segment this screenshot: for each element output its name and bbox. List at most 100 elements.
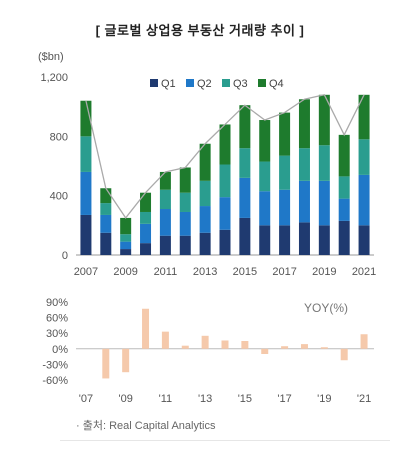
bar-q1 xyxy=(179,235,191,255)
yoy-bar xyxy=(102,348,110,379)
bar-q1 xyxy=(279,225,291,255)
yoy-bar xyxy=(261,348,269,354)
bar-q3 xyxy=(140,211,152,224)
bar-q1 xyxy=(120,249,132,255)
legend-swatch-q3 xyxy=(222,79,230,87)
yoy-y-tick-label: -60% xyxy=(42,375,68,387)
yoy-x-tick-label: '21 xyxy=(357,393,371,405)
bar-q4 xyxy=(120,217,132,235)
y-unit-label: ($bn) xyxy=(38,51,64,63)
yoy-x-tick-label: '09 xyxy=(118,393,132,405)
bar-q3 xyxy=(199,180,211,207)
yoy-x-tick-label: '19 xyxy=(317,393,331,405)
yoy-y-tick-label: 30% xyxy=(46,328,68,340)
bar-q2 xyxy=(279,189,291,226)
bar-q3 xyxy=(159,189,171,210)
x-tick-label: 2011 xyxy=(154,266,178,278)
chart-title: [ 글로벌 상업용 부동산 거래량 추이 ] xyxy=(95,23,305,38)
yoy-bar xyxy=(221,340,229,349)
legend-label-q3: Q3 xyxy=(233,78,248,90)
source-note: · 출처: Real Capital Analytics xyxy=(76,420,216,432)
bar-q4 xyxy=(239,105,251,149)
bar-q2 xyxy=(338,198,350,221)
bar-q3 xyxy=(338,176,350,199)
y-tick-label: 0 xyxy=(62,250,68,262)
bar-q4 xyxy=(179,167,191,193)
bar-q4 xyxy=(318,94,330,146)
bar-q2 xyxy=(159,209,171,236)
yoy-y-tick-label: 0% xyxy=(52,344,68,356)
bar-q4 xyxy=(199,143,211,181)
x-tick-label: 2015 xyxy=(233,266,257,278)
yoy-bar xyxy=(241,341,249,349)
bar-q3 xyxy=(279,155,291,190)
x-tick-label: 2021 xyxy=(352,266,376,278)
bar-q2 xyxy=(298,180,310,223)
bar-q1 xyxy=(338,220,350,255)
yoy-x-tick-label: '17 xyxy=(277,393,291,405)
bar-q1 xyxy=(239,217,251,255)
yoy-x-tick-label: '07 xyxy=(79,393,93,405)
yoy-bar xyxy=(201,335,209,349)
bar-q3 xyxy=(120,234,132,242)
y-tick-label: 1,200 xyxy=(40,72,68,84)
bar-q4 xyxy=(279,112,291,156)
x-tick-label: 2009 xyxy=(113,266,137,278)
bar-q2 xyxy=(179,211,191,236)
bar-q4 xyxy=(219,124,231,165)
yoy-x-tick-label: '11 xyxy=(159,393,173,405)
bar-q1 xyxy=(100,232,112,255)
x-tick-label: 2007 xyxy=(74,266,98,278)
bar-q1 xyxy=(358,225,370,255)
bar-q2 xyxy=(318,180,330,226)
bar-q1 xyxy=(159,235,171,255)
bar-q2 xyxy=(219,197,231,230)
bar-q1 xyxy=(80,214,92,255)
bar-q3 xyxy=(318,145,330,181)
bar-q2 xyxy=(239,177,251,218)
x-tick-label: 2013 xyxy=(193,266,217,278)
y-tick-label: 800 xyxy=(50,131,68,143)
yoy-bar xyxy=(281,346,289,349)
bar-q3 xyxy=(80,136,92,172)
bar-q2 xyxy=(199,206,211,233)
yoy-bar xyxy=(360,334,368,349)
bar-q2 xyxy=(100,214,112,233)
yoy-y-tick-label: -30% xyxy=(42,359,68,371)
bar-q3 xyxy=(358,139,370,175)
yoy-y-tick-label: 90% xyxy=(46,297,68,309)
y-tick-label: 400 xyxy=(50,191,68,203)
legend-label-q4: Q4 xyxy=(269,78,284,90)
yoy-bar xyxy=(181,345,189,349)
bar-q4 xyxy=(100,188,112,204)
total-line xyxy=(85,94,365,220)
bar-q4 xyxy=(80,100,92,137)
legend-swatch-q4 xyxy=(258,79,266,87)
yoy-x-tick-label: '15 xyxy=(238,393,252,405)
bar-q1 xyxy=(298,222,310,255)
bar-q3 xyxy=(179,192,191,212)
yoy-bar xyxy=(300,344,308,349)
yoy-bar xyxy=(122,348,130,373)
bar-q4 xyxy=(338,134,350,177)
legend-label-q2: Q2 xyxy=(197,78,212,90)
bar-q1 xyxy=(318,225,330,255)
bar-q4 xyxy=(159,171,171,190)
stacked-bar-chart: ($bn) 0 400 800 1,200 2007 2009 2011 2013 2015 201… xyxy=(38,51,376,278)
bar-q1 xyxy=(219,229,231,255)
bar-q1 xyxy=(140,243,152,255)
yoy-y-tick-label: 60% xyxy=(46,313,68,325)
bar-q2 xyxy=(120,241,132,250)
bar-q2 xyxy=(80,171,92,215)
bar-q3 xyxy=(259,161,271,192)
bar-q1 xyxy=(259,225,271,255)
bar-q2 xyxy=(358,174,370,226)
x-tick-label: 2019 xyxy=(312,266,336,278)
bar-q2 xyxy=(140,223,152,244)
bottom-divider xyxy=(60,440,390,441)
bar-q3 xyxy=(219,164,231,198)
legend-label-q1: Q1 xyxy=(161,78,176,90)
yoy-bar xyxy=(320,347,328,349)
yoy-title: YOY(%) xyxy=(304,301,348,315)
